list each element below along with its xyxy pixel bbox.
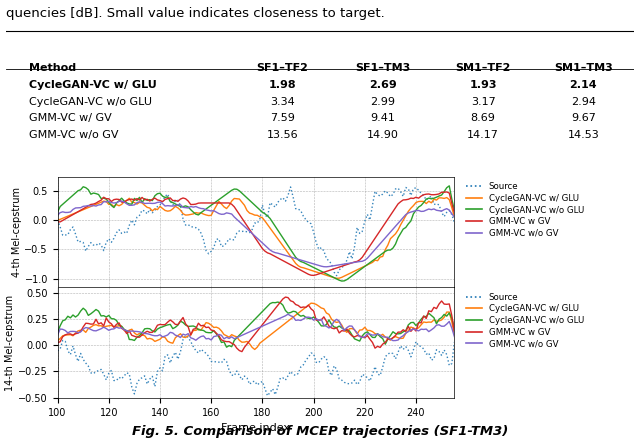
Text: quencies [dB]. Small value indicates closeness to target.: quencies [dB]. Small value indicates clo… [6,7,385,19]
Legend: Source, CycleGAN-VC w/ GLU, CycleGAN-VC w/o GLU, GMM-VC w GV, GMM-VC w/o GV: Source, CycleGAN-VC w/ GLU, CycleGAN-VC … [463,179,588,241]
Y-axis label: 14-th Mel-cepstrum: 14-th Mel-cepstrum [5,294,15,391]
X-axis label: Frame index: Frame index [221,423,291,433]
Text: Fig. 5. Comparison of MCEP trajectories (SF1-TM3): Fig. 5. Comparison of MCEP trajectories … [132,425,508,438]
Y-axis label: 4-th Mel-cepstrum: 4-th Mel-cepstrum [12,187,22,277]
Legend: Source, CycleGAN-VC w/ GLU, CycleGAN-VC w/o GLU, GMM-VC w GV, GMM-VC w/o GV: Source, CycleGAN-VC w/ GLU, CycleGAN-VC … [463,290,588,352]
